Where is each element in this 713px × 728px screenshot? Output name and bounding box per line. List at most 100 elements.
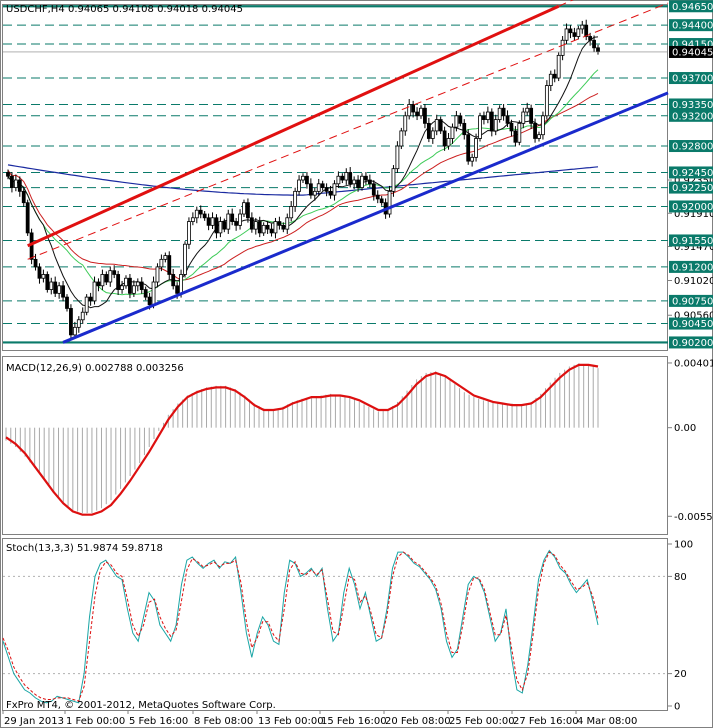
candle-body bbox=[289, 206, 294, 219]
candle-body bbox=[131, 285, 136, 294]
price-level-label: 0.94400 bbox=[672, 21, 713, 32]
candle-body bbox=[324, 187, 329, 192]
candle-body bbox=[147, 296, 152, 306]
time-tick-label: 20 Feb 08:00 bbox=[385, 716, 451, 727]
price-level-badge bbox=[669, 200, 713, 213]
candle-body bbox=[544, 85, 549, 117]
candle-body bbox=[124, 277, 128, 287]
candle-body bbox=[238, 213, 242, 226]
candle-body bbox=[399, 130, 404, 147]
candle-body bbox=[568, 28, 573, 34]
candle-body bbox=[242, 202, 246, 215]
candle-body bbox=[285, 217, 290, 230]
price-level-label: 0.92450 bbox=[672, 168, 713, 179]
candle-body bbox=[187, 221, 191, 245]
candle-body bbox=[246, 202, 250, 219]
candle-body bbox=[65, 296, 69, 309]
candle-body bbox=[293, 190, 298, 207]
stoch-tick-label: 20 bbox=[674, 669, 687, 680]
macd-tick-label: -0.00550 bbox=[674, 512, 713, 523]
candle-body bbox=[80, 311, 85, 321]
candle-body bbox=[584, 24, 589, 37]
stoch-tick-label: 0 bbox=[674, 702, 680, 713]
candle-body bbox=[446, 138, 451, 147]
candle-body bbox=[190, 217, 195, 222]
candle-body bbox=[592, 39, 596, 49]
ma-blue bbox=[7, 164, 599, 196]
candle-body bbox=[155, 266, 160, 283]
price-level-badge bbox=[669, 19, 713, 32]
candle-body bbox=[564, 28, 569, 41]
candle-body bbox=[143, 289, 148, 298]
candle-body bbox=[13, 179, 18, 188]
stoch-signal-line bbox=[2, 551, 599, 702]
current-price-label: 0.94045 bbox=[672, 47, 713, 58]
moving-averages bbox=[7, 36, 599, 309]
candle-body bbox=[364, 175, 368, 181]
price-levels bbox=[3, 5, 668, 344]
candle-body bbox=[175, 285, 180, 294]
time-tick-label: 4 Mar 08:00 bbox=[577, 716, 637, 727]
candle-body bbox=[375, 194, 380, 200]
candle-body bbox=[596, 47, 600, 52]
candle-body bbox=[403, 115, 408, 132]
ohlc-label: 0.94065 0.94108 0.94018 0.94045 bbox=[68, 4, 243, 15]
stoch-tick-label: 100 bbox=[674, 540, 693, 551]
ma-red bbox=[7, 92, 599, 281]
candle-body bbox=[537, 134, 541, 139]
candle-body bbox=[120, 285, 124, 290]
candle-body bbox=[76, 319, 81, 328]
candle-body bbox=[37, 266, 42, 279]
price-level-badge bbox=[669, 294, 713, 307]
price-level-badge bbox=[669, 234, 713, 247]
price-level-label: 0.91550 bbox=[672, 236, 713, 247]
candle-body bbox=[513, 130, 518, 143]
price-level-label: 0.92000 bbox=[672, 202, 713, 213]
candle-body bbox=[139, 281, 144, 290]
candle-body bbox=[45, 274, 50, 290]
symbol-label: USDCHF,H4 bbox=[6, 4, 65, 15]
candle-body bbox=[179, 274, 183, 294]
candle-body bbox=[509, 122, 514, 132]
price-level-label: 0.93350 bbox=[672, 100, 713, 111]
candle-body bbox=[356, 179, 360, 188]
candle-body bbox=[151, 281, 156, 306]
candle-body bbox=[135, 281, 140, 287]
channel-mid-line bbox=[27, 2, 669, 260]
panel-border-1 bbox=[2, 4, 668, 351]
candle-body bbox=[269, 228, 274, 234]
candle-body bbox=[442, 130, 447, 147]
price-level-label: 0.92800 bbox=[672, 142, 713, 153]
candle-body bbox=[340, 175, 345, 181]
candle-body bbox=[234, 221, 239, 226]
price-level-badge bbox=[669, 317, 713, 330]
macd-signal-line bbox=[5, 363, 599, 516]
channel-upper-line bbox=[27, 4, 560, 248]
candle-body bbox=[49, 281, 54, 290]
candle-body bbox=[552, 73, 557, 79]
candle-body bbox=[108, 270, 113, 283]
candle-body bbox=[88, 296, 93, 302]
candle-body bbox=[501, 107, 506, 117]
candle-body bbox=[411, 104, 416, 113]
price-level-badge bbox=[669, 98, 713, 111]
candle-body bbox=[328, 190, 333, 196]
price-tick-label: 0.90560 bbox=[674, 311, 713, 322]
price-axis: 0.92350 0.91910 0.91470 0.91020 0.90560 0.946… bbox=[3, 0, 713, 349]
candle-body bbox=[525, 107, 530, 113]
candle-body bbox=[320, 183, 325, 188]
candle-body bbox=[261, 224, 266, 234]
price-level-label: 0.92250 bbox=[672, 183, 713, 194]
candle-body bbox=[92, 281, 97, 302]
candle-body bbox=[69, 308, 73, 336]
candle-body bbox=[352, 179, 357, 185]
price-level-badge bbox=[669, 336, 713, 349]
price-tick-label: 0.92350 bbox=[674, 176, 713, 187]
candle-body bbox=[371, 183, 376, 196]
candle-body bbox=[281, 224, 286, 230]
candle-body bbox=[576, 28, 581, 37]
stoch-label: Stoch(13,3,3) 51.9874 59.8718 bbox=[6, 543, 163, 554]
candle-body bbox=[560, 39, 565, 56]
candle-body bbox=[387, 190, 392, 215]
